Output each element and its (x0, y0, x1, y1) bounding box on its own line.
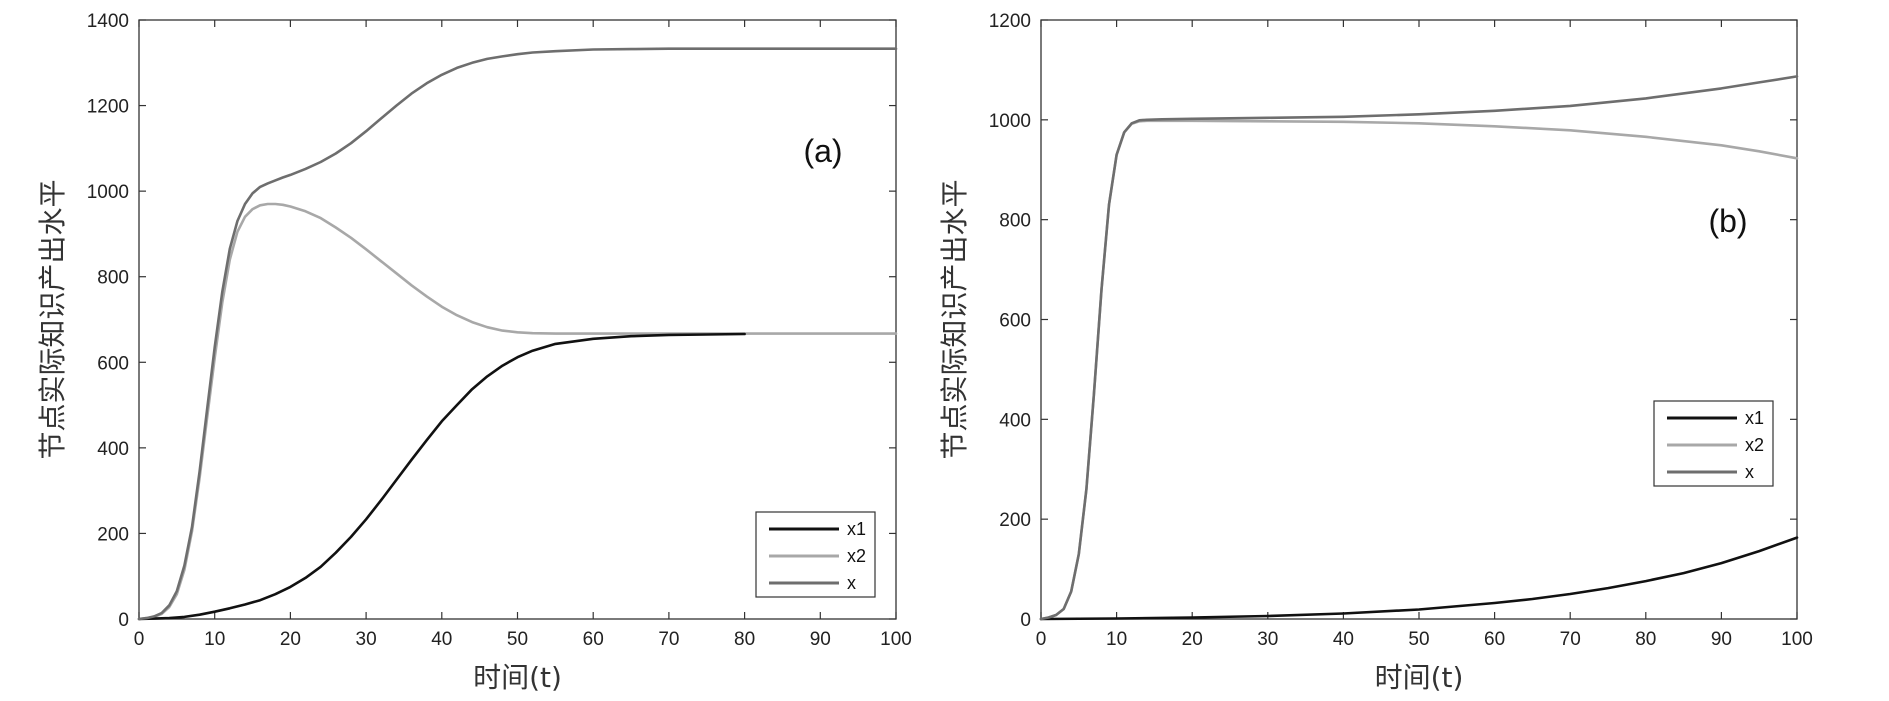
y-tick-label: 0 (1020, 610, 1031, 631)
y-tick-label: 1000 (989, 111, 1031, 132)
y-tick-label: 0 (118, 610, 129, 631)
x-tick-label: 100 (880, 629, 912, 650)
x-tick-label: 90 (810, 629, 831, 650)
x-tick-label: 10 (1106, 629, 1127, 650)
plot-frame (1040, 19, 1798, 620)
y-tick-label: 1000 (87, 182, 129, 203)
x-tick-label: 40 (431, 629, 452, 650)
legend: x1 x2 x (1653, 400, 1774, 487)
x-tick-label: 30 (1257, 629, 1278, 650)
series-line-x2 (1039, 119, 1799, 621)
x-tick-label: 50 (1408, 629, 1429, 650)
legend-label-x1: x1 (847, 519, 866, 539)
y-tick-label: 1200 (87, 97, 129, 118)
y-tick-label: 600 (999, 311, 1031, 332)
x-tick-label: 40 (1333, 629, 1354, 650)
x-tick-label: 20 (1182, 629, 1203, 650)
panel-label: (a) (803, 133, 842, 169)
chart-panel-b: 0 10 20 30 40 50 60 70 80 90 100020040060080010001… (938, 11, 1813, 694)
legend-label-x: x (1745, 462, 1754, 482)
x-tick-label: 80 (1635, 629, 1656, 650)
series-line-x1 (1039, 536, 1799, 621)
x-tick-label: 0 (134, 629, 145, 650)
x-axis-label: 时间(t) (473, 661, 562, 694)
legend-label-x2: x2 (1745, 435, 1764, 455)
x-tick-label: 60 (1484, 629, 1505, 650)
x-tick-label: 20 (280, 629, 301, 650)
legend: x1 x2 x (755, 511, 876, 598)
x-tick-label: 100 (1781, 629, 1813, 650)
legend-label-x: x (847, 573, 856, 593)
x-tick-label: 30 (356, 629, 377, 650)
x-tick-label: 70 (1560, 629, 1581, 650)
x-tick-label: 80 (734, 629, 755, 650)
series-line-x (1039, 75, 1799, 621)
y-axis-label: 节点实际知识产出水平 (36, 179, 69, 459)
y-tick-label: 200 (999, 510, 1031, 531)
x-tick-label: 0 (1036, 629, 1047, 650)
y-tick-label: 400 (999, 410, 1031, 431)
y-axis-label: 节点实际知识产出水平 (938, 179, 971, 459)
series-line-x (137, 47, 898, 621)
series-line-x1 (137, 332, 746, 621)
x-tick-label: 50 (507, 629, 528, 650)
y-tick-label: 1400 (87, 11, 129, 32)
legend-label-x2: x2 (847, 546, 866, 566)
x-tick-label: 90 (1711, 629, 1732, 650)
panel-label: (b) (1708, 203, 1747, 239)
chart-panel-a: 0 10 20 30 40 50 60 70 80 90 100020040060080010001… (36, 11, 912, 694)
y-tick-label: 800 (999, 211, 1031, 232)
y-tick-label: 600 (97, 353, 129, 374)
x-tick-label: 70 (658, 629, 679, 650)
y-tick-label: 400 (97, 439, 129, 460)
y-tick-label: 1200 (989, 11, 1031, 32)
x-tick-label: 10 (204, 629, 225, 650)
x-tick-label: 60 (583, 629, 604, 650)
x-axis-label: 时间(t) (1375, 661, 1464, 694)
y-tick-label: 200 (97, 524, 129, 545)
legend-label-x1: x1 (1745, 408, 1764, 428)
y-tick-label: 800 (97, 268, 129, 289)
